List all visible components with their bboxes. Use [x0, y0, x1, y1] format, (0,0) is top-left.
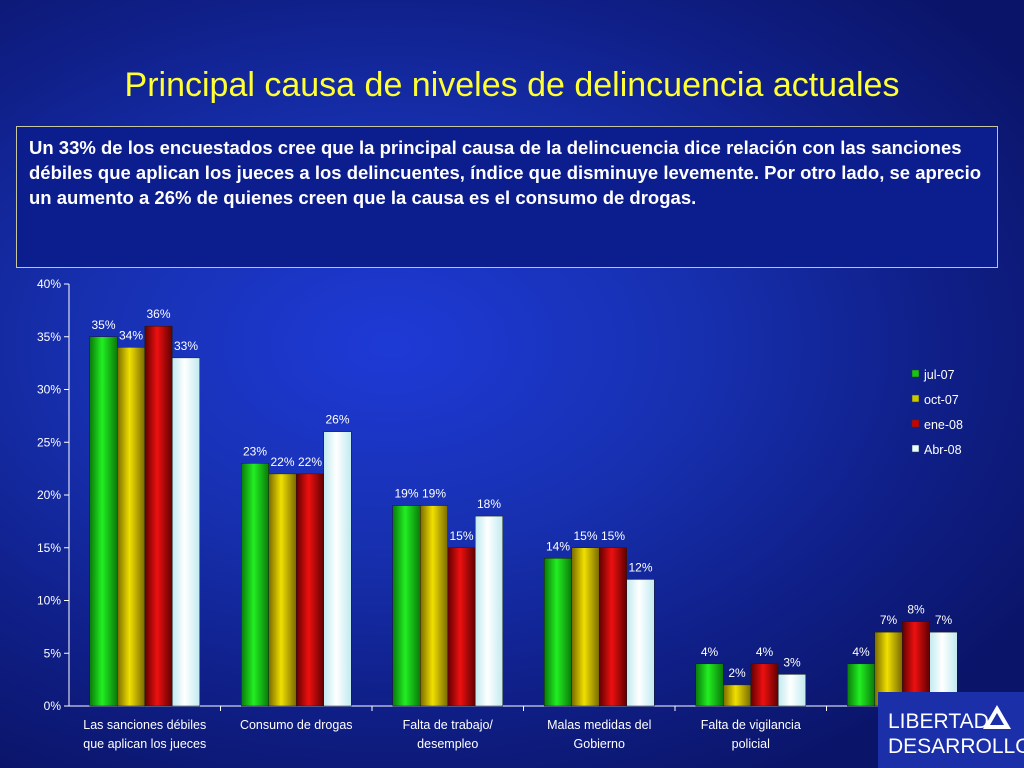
category-label: Malas medidas del — [547, 718, 651, 732]
bar-value-label: 2% — [728, 666, 746, 680]
bar-value-label: 7% — [935, 613, 953, 627]
bar-jul-07 — [392, 505, 421, 707]
bar-jul-07 — [241, 463, 269, 707]
bar-ene-08 — [750, 663, 779, 707]
bar-Abr-08 — [778, 674, 806, 707]
bar-oct-07 — [723, 684, 751, 707]
bar-Abr-08 — [475, 515, 503, 707]
logo-line1: LIBERTAD — [888, 710, 989, 733]
category-label: Las sanciones débiles — [83, 718, 206, 732]
bar-ene-08 — [296, 473, 324, 707]
category-label: Gobierno — [574, 737, 625, 751]
bar-value-label: 34% — [119, 328, 143, 342]
bar-value-label: 4% — [701, 645, 719, 659]
category-label: Consumo de drogas — [240, 718, 353, 732]
legend-label: ene-08 — [924, 418, 963, 432]
logo-line2: DESARROLLO — [888, 735, 1024, 758]
logo-triangle-icon — [983, 705, 1011, 729]
bar-value-label: 15% — [601, 529, 625, 543]
y-tick-label: 10% — [37, 594, 61, 608]
legend-label: jul-07 — [923, 368, 955, 382]
legend-label: Abr-08 — [924, 443, 962, 457]
bar-chart: 0% 5% 10% 15% 20% 25% 30% 35% 40% 35% 34%36% 33% Las… — [37, 277, 978, 751]
bar-oct-07 — [117, 347, 145, 707]
bar-ene-08 — [599, 547, 627, 707]
y-tick-label: 0% — [44, 699, 62, 713]
y-tick-label: 25% — [37, 435, 61, 449]
bar-value-label: 19% — [422, 487, 446, 501]
y-tick-label: 40% — [37, 277, 61, 291]
bar-value-label: 19% — [394, 487, 418, 501]
bar-Abr-08 — [626, 579, 655, 707]
slide-title: Principal causa de niveles de delincuenc… — [124, 66, 900, 104]
category-label: Falta de trabajo/ — [403, 718, 494, 732]
legend-label: oct-07 — [924, 393, 959, 407]
bar-oct-07 — [268, 473, 297, 707]
bar-jul-07 — [544, 558, 572, 707]
bar-value-label: 23% — [243, 444, 267, 458]
y-tick-label: 30% — [37, 383, 61, 397]
libertad-desarrollo-logo: LIBERTAD DESARROLLO — [878, 692, 1024, 768]
bar-value-label: 15% — [573, 529, 597, 543]
bar-Abr-08 — [172, 357, 200, 707]
category-label: que aplican los jueces — [83, 737, 206, 751]
bar-value-label: 36% — [146, 307, 170, 321]
bar-value-label: 4% — [756, 645, 774, 659]
category-label: desempleo — [417, 737, 478, 751]
bar-value-label: 35% — [91, 318, 115, 332]
legend-swatch-jul-07 — [911, 369, 920, 378]
y-tick-label: 15% — [37, 541, 61, 555]
bar-Abr-08 — [323, 431, 352, 707]
bar-jul-07 — [89, 336, 118, 707]
bar-ene-08 — [447, 547, 476, 707]
summary-text-box: Un 33% de los encuestados cree que la pr… — [16, 126, 998, 268]
bar-value-label: 26% — [325, 413, 349, 427]
bar-value-label: 3% — [783, 655, 801, 669]
bar-value-label: 7% — [880, 613, 898, 627]
bar-ene-08 — [144, 325, 173, 707]
bar-value-label: 33% — [174, 339, 198, 353]
legend-swatch-Abr-08 — [911, 444, 920, 453]
legend-swatch-ene-08 — [911, 419, 920, 428]
bar-value-label: 12% — [628, 560, 652, 574]
y-tick-label: 20% — [37, 488, 61, 502]
category-label: policial — [732, 737, 770, 751]
bar-value-label: 8% — [907, 603, 925, 617]
category-label: Falta de vigilancia — [701, 718, 801, 732]
bar-jul-07 — [695, 663, 724, 707]
bar-oct-07 — [420, 505, 448, 707]
bar-oct-07 — [571, 547, 600, 707]
y-tick-label: 35% — [37, 330, 61, 344]
bar-jul-07 — [847, 663, 875, 707]
legend-swatch-oct-07 — [911, 394, 920, 403]
bar-value-label: 22% — [270, 455, 294, 469]
bar-value-label: 15% — [449, 529, 473, 543]
bar-value-label: 4% — [852, 645, 870, 659]
bar-value-label: 14% — [546, 539, 570, 553]
bar-value-label: 18% — [477, 497, 501, 511]
y-tick-label: 5% — [44, 646, 62, 660]
bar-value-label: 22% — [298, 455, 322, 469]
